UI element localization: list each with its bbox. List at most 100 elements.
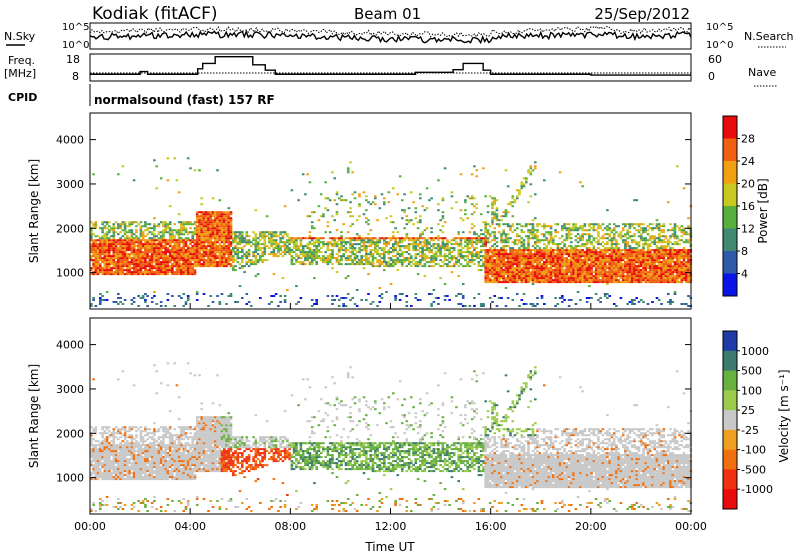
power-cell	[212, 235, 215, 237]
power-cell	[158, 239, 161, 241]
power-cell	[383, 249, 386, 251]
power-cell	[620, 273, 623, 275]
power-cell	[442, 217, 445, 219]
power-cell	[586, 275, 589, 277]
power-cell	[455, 241, 458, 243]
power-cell	[306, 259, 309, 261]
power-cell	[532, 237, 535, 239]
power-cell	[146, 239, 149, 241]
power-cell	[162, 221, 165, 223]
power-cell	[532, 277, 535, 279]
power-cell	[435, 243, 438, 245]
power-cell	[561, 247, 564, 249]
power-cell	[212, 259, 215, 261]
power-cell	[239, 241, 242, 243]
power-cell	[367, 253, 370, 255]
power-cell	[176, 255, 179, 257]
power-cell	[602, 271, 605, 273]
power-cell	[149, 255, 152, 257]
power-cell	[124, 265, 127, 267]
noise-right-tick-top: 10^5	[706, 22, 733, 33]
power-cell	[200, 219, 203, 221]
power-cell	[209, 223, 212, 225]
power-cell	[631, 301, 634, 303]
cpid-text: normalsound (fast) 157 RF	[94, 93, 275, 107]
power-cell	[367, 241, 370, 243]
power-cell	[119, 297, 122, 299]
power-cell	[561, 249, 564, 251]
power-cell	[635, 271, 638, 273]
power-cell	[581, 233, 584, 235]
power-cell	[606, 297, 609, 299]
power-cell	[480, 303, 483, 305]
power-cell	[559, 243, 562, 245]
power-cell	[365, 209, 368, 211]
power-cell	[424, 229, 427, 231]
power-cell	[180, 221, 183, 223]
power-cell	[313, 251, 316, 253]
power-cell	[415, 211, 418, 213]
power-cell	[250, 241, 253, 243]
power-cell	[187, 233, 190, 235]
power-cell	[502, 261, 505, 263]
power-cell	[133, 221, 136, 223]
power-cell	[620, 277, 623, 279]
power-cell	[442, 239, 445, 241]
power-cell	[644, 261, 647, 263]
power-cell	[153, 229, 156, 231]
power-cell	[611, 255, 614, 257]
power-cell	[446, 295, 449, 297]
power-cell	[122, 271, 125, 273]
power-cell	[442, 231, 445, 233]
power-cell	[95, 253, 98, 255]
power-cell	[135, 231, 138, 233]
power-cell	[590, 279, 593, 281]
power-cell	[146, 245, 149, 247]
power-cell	[548, 277, 551, 279]
power-cell	[104, 227, 107, 229]
power-cell	[635, 255, 638, 257]
power-cell	[523, 279, 526, 281]
power-cell	[304, 251, 307, 253]
power-cell	[484, 271, 487, 273]
power-cell	[615, 249, 618, 251]
power-cell	[566, 273, 569, 275]
power-cell	[415, 239, 418, 241]
power-cell	[649, 257, 652, 259]
power-cell	[620, 233, 623, 235]
power-cell	[259, 297, 262, 299]
power-cell	[590, 257, 593, 259]
power-cell	[507, 203, 510, 205]
power-cell	[469, 261, 472, 263]
power-cell	[338, 259, 341, 261]
noise-sky-label: N.Sky	[4, 30, 36, 43]
power-cell	[304, 253, 307, 255]
power-cell	[360, 259, 363, 261]
power-cell	[415, 241, 418, 243]
power-cell	[615, 279, 618, 281]
power-cell	[268, 253, 271, 255]
power-cell	[518, 265, 521, 267]
power-cell	[209, 253, 212, 255]
power-cell	[660, 275, 663, 277]
power-cell	[367, 245, 370, 247]
power-cell	[577, 227, 580, 229]
power-cell	[572, 227, 575, 229]
power-cell	[349, 241, 352, 243]
power-cell	[613, 233, 616, 235]
power-cell	[644, 265, 647, 267]
power-cell	[212, 261, 215, 263]
power-cell	[327, 245, 330, 247]
power-cell	[644, 253, 647, 255]
power-cell	[392, 263, 395, 265]
power-cell	[566, 277, 569, 279]
power-cell	[270, 231, 273, 233]
power-cell	[496, 215, 499, 217]
power-cell	[241, 237, 244, 239]
power-cell	[95, 239, 98, 241]
power-cell	[370, 251, 373, 253]
power-cell	[162, 261, 165, 263]
power-cell	[430, 305, 433, 307]
power-cell	[658, 237, 661, 239]
power-cell	[381, 257, 384, 259]
